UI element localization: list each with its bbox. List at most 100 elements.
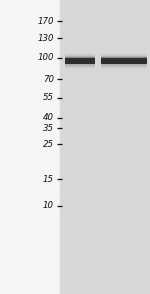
Point [132,166,134,171]
Point [129,290,131,294]
Point [81,55,83,60]
Point [147,256,150,261]
Point [140,251,142,255]
Point [142,48,145,53]
Point [68,283,70,288]
Point [80,16,82,21]
Point [62,91,64,96]
Point [96,268,99,273]
Point [71,97,73,102]
Point [80,34,83,39]
Point [148,73,150,77]
Point [63,127,65,132]
Point [118,101,120,106]
Point [80,192,83,197]
Point [123,196,125,201]
Point [120,49,122,54]
Point [76,160,78,165]
Point [68,191,70,196]
Point [82,260,85,264]
Point [100,104,102,109]
Point [73,136,75,141]
Point [60,74,63,79]
Point [132,81,134,85]
Point [64,57,66,61]
Point [102,190,104,195]
Point [76,178,78,182]
Point [76,94,78,99]
Point [105,192,107,197]
Point [102,222,104,226]
Point [101,195,103,200]
Point [96,270,98,274]
Point [147,259,150,263]
Point [112,207,115,212]
Point [71,258,73,263]
Point [133,106,136,111]
Point [93,178,95,182]
Point [126,6,129,11]
Point [93,30,95,35]
Point [68,192,70,196]
Point [114,51,116,55]
Point [147,93,150,98]
Point [86,41,88,46]
Point [76,133,79,138]
Point [113,56,116,61]
Point [96,236,98,240]
Point [122,130,125,135]
Point [100,98,102,103]
Point [120,67,123,72]
Point [70,85,73,89]
Point [110,250,112,255]
Point [134,279,136,283]
Point [74,188,76,193]
Point [61,76,63,81]
Point [88,192,91,197]
Point [111,153,114,158]
Point [73,255,75,260]
Point [100,53,103,58]
Point [70,220,73,224]
Point [72,72,75,77]
Point [71,192,74,197]
Point [70,79,72,84]
Point [89,223,91,228]
Point [99,208,102,213]
Point [147,286,149,290]
Point [87,277,89,282]
Point [135,19,137,24]
Point [82,118,84,123]
Point [108,235,111,240]
Point [59,67,61,71]
Point [92,238,94,243]
Point [127,148,130,153]
Point [133,228,136,233]
Point [136,189,138,194]
Point [62,206,65,211]
Point [73,229,76,234]
Point [70,24,72,28]
Point [131,221,133,225]
Point [91,51,94,56]
Point [133,111,136,116]
Point [147,158,150,162]
Point [109,149,111,154]
Point [78,109,80,113]
Point [147,212,150,217]
Point [99,128,101,133]
Point [135,57,138,62]
Point [119,67,122,72]
Point [68,129,71,134]
Point [131,69,133,74]
Point [103,273,105,278]
Point [75,83,77,88]
Point [80,178,82,183]
Point [66,167,68,172]
Point [75,240,77,245]
Point [84,136,87,140]
Point [112,44,114,49]
Point [127,177,129,181]
Point [106,129,108,134]
Point [88,25,90,30]
